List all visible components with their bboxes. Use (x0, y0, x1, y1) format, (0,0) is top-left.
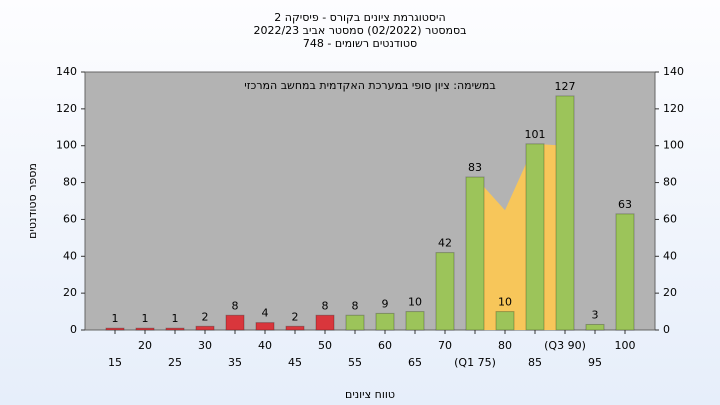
annotation: במשימה: ציון סופי במערכת האקדמית במחשב ה… (244, 79, 495, 92)
value-label: 63 (618, 198, 632, 211)
x-tick-label: 20 (138, 339, 152, 352)
x-tick-label: 55 (348, 356, 362, 369)
bar (225, 314, 245, 331)
x-tick-label: 85 (528, 356, 542, 369)
bar (165, 327, 185, 331)
y-tick-label: 20 (63, 286, 77, 299)
y2-tick-label: 100 (663, 139, 684, 152)
y2-tick-label: 140 (663, 65, 684, 78)
y-tick-label: 80 (63, 176, 77, 189)
y-tick-label: 60 (63, 212, 77, 225)
bar (315, 314, 335, 331)
title-line: סטודנטים רשומים - 748 (303, 37, 417, 50)
x-tick-label: 60 (378, 339, 392, 352)
bar (585, 323, 605, 331)
bar (375, 312, 395, 331)
value-label: 8 (352, 299, 359, 312)
value-label: 3 (592, 308, 599, 321)
x-tick-label: 100 (615, 339, 636, 352)
bar (405, 311, 425, 331)
bar (285, 325, 305, 331)
value-label: 8 (232, 299, 239, 312)
y2-tick-label: 20 (663, 286, 677, 299)
y2-tick-label: 120 (663, 102, 684, 115)
y-axis-label: מספר סטודנטים (26, 163, 39, 239)
x-tick-label: 30 (198, 339, 212, 352)
x-tick-label: 65 (408, 356, 422, 369)
x-tick-label: 70 (438, 339, 452, 352)
y-tick-label: 100 (56, 139, 77, 152)
bar (105, 327, 125, 331)
value-label: 10 (408, 296, 422, 309)
x-tick-label: (Q3 90) (544, 339, 586, 352)
x-tick-label: (Q1 75) (454, 356, 496, 369)
bar (195, 325, 215, 331)
y2-tick-label: 80 (663, 176, 677, 189)
x-tick-label: 80 (498, 339, 512, 352)
value-label: 9 (382, 297, 389, 310)
x-tick-label: 25 (168, 356, 182, 369)
value-label: 42 (438, 237, 452, 250)
value-label: 10 (498, 296, 512, 309)
bar (555, 95, 575, 331)
x-tick-label: 45 (288, 356, 302, 369)
x-tick-label: 40 (258, 339, 272, 352)
bar (525, 143, 545, 331)
value-label: 101 (525, 128, 546, 141)
y-tick-label: 0 (70, 323, 77, 336)
bar (345, 314, 365, 331)
x-tick-label: 95 (588, 356, 602, 369)
bar (465, 176, 485, 331)
x-axis-label: טווח ציונים (345, 388, 395, 401)
value-label: 2 (202, 310, 209, 323)
x-tick-label: 35 (228, 356, 242, 369)
y2-tick-label: 0 (663, 323, 670, 336)
x-tick-label: 15 (108, 356, 122, 369)
bar (255, 322, 275, 331)
value-label: 83 (468, 161, 482, 174)
value-label: 4 (262, 307, 269, 320)
bar (435, 252, 455, 331)
bar (615, 213, 635, 331)
y-tick-label: 120 (56, 102, 77, 115)
bar (495, 311, 515, 331)
title-line: היסטוגרמת ציונים בקורס - פיסיקה 2 (274, 11, 445, 24)
value-label: 8 (322, 299, 329, 312)
value-label: 1 (142, 312, 149, 325)
y2-tick-label: 40 (663, 249, 677, 262)
value-label: 1 (172, 312, 179, 325)
bar (135, 327, 155, 331)
x-tick-label: 50 (318, 339, 332, 352)
y-tick-label: 40 (63, 249, 77, 262)
y2-tick-label: 60 (663, 212, 677, 225)
value-label: 127 (555, 80, 576, 93)
value-label: 2 (292, 310, 299, 323)
y-tick-label: 140 (56, 65, 77, 78)
title-line: בסמסטר (02/2022) סמסטר אביב 2022/23 (253, 24, 466, 37)
value-label: 1 (112, 312, 119, 325)
